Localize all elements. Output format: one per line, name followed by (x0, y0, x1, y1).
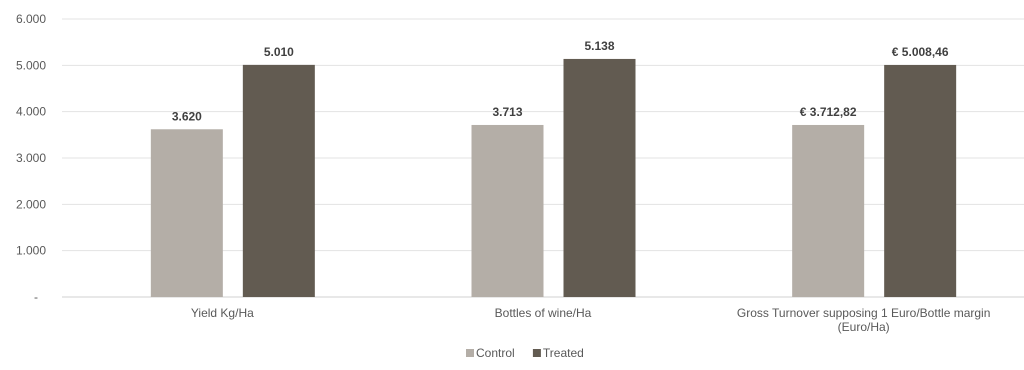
data-label: € 5.008,46 (892, 45, 949, 59)
x-tick-label: Yield Kg/Ha (191, 306, 254, 320)
x-tick-label: Gross Turnover supposing 1 Euro/Bottle m… (737, 306, 990, 320)
legend-swatch-treated (532, 349, 541, 357)
y-tick-label: 5.000 (16, 58, 46, 72)
data-label: 5.138 (584, 39, 614, 53)
bar-treated (563, 58, 636, 298)
y-tick-label: 2.000 (16, 197, 46, 211)
bar-control (150, 129, 223, 297)
y-tick-label: 4.000 (16, 105, 46, 119)
bar-control (792, 124, 865, 297)
y-tick-label: 3.000 (16, 151, 46, 165)
data-label: 3.713 (492, 105, 522, 119)
y-tick-label: 1.000 (16, 244, 46, 258)
legend-label-control: Control (476, 346, 515, 360)
x-tick-label: Bottles of wine/Ha (495, 306, 592, 320)
legend-swatch-control (466, 349, 474, 357)
data-label: 5.010 (264, 45, 294, 59)
x-tick-label: (Euro/Ha) (838, 320, 890, 334)
bar-control (471, 124, 544, 298)
y-tick-label: - (34, 290, 38, 304)
legend-label-treated: Treated (543, 346, 584, 360)
data-label: € 3.712,82 (800, 105, 857, 119)
y-tick-label: 6.000 (16, 12, 46, 26)
bar-treated (884, 64, 957, 298)
bar-treated (242, 64, 315, 298)
data-label: 3.620 (172, 109, 202, 123)
